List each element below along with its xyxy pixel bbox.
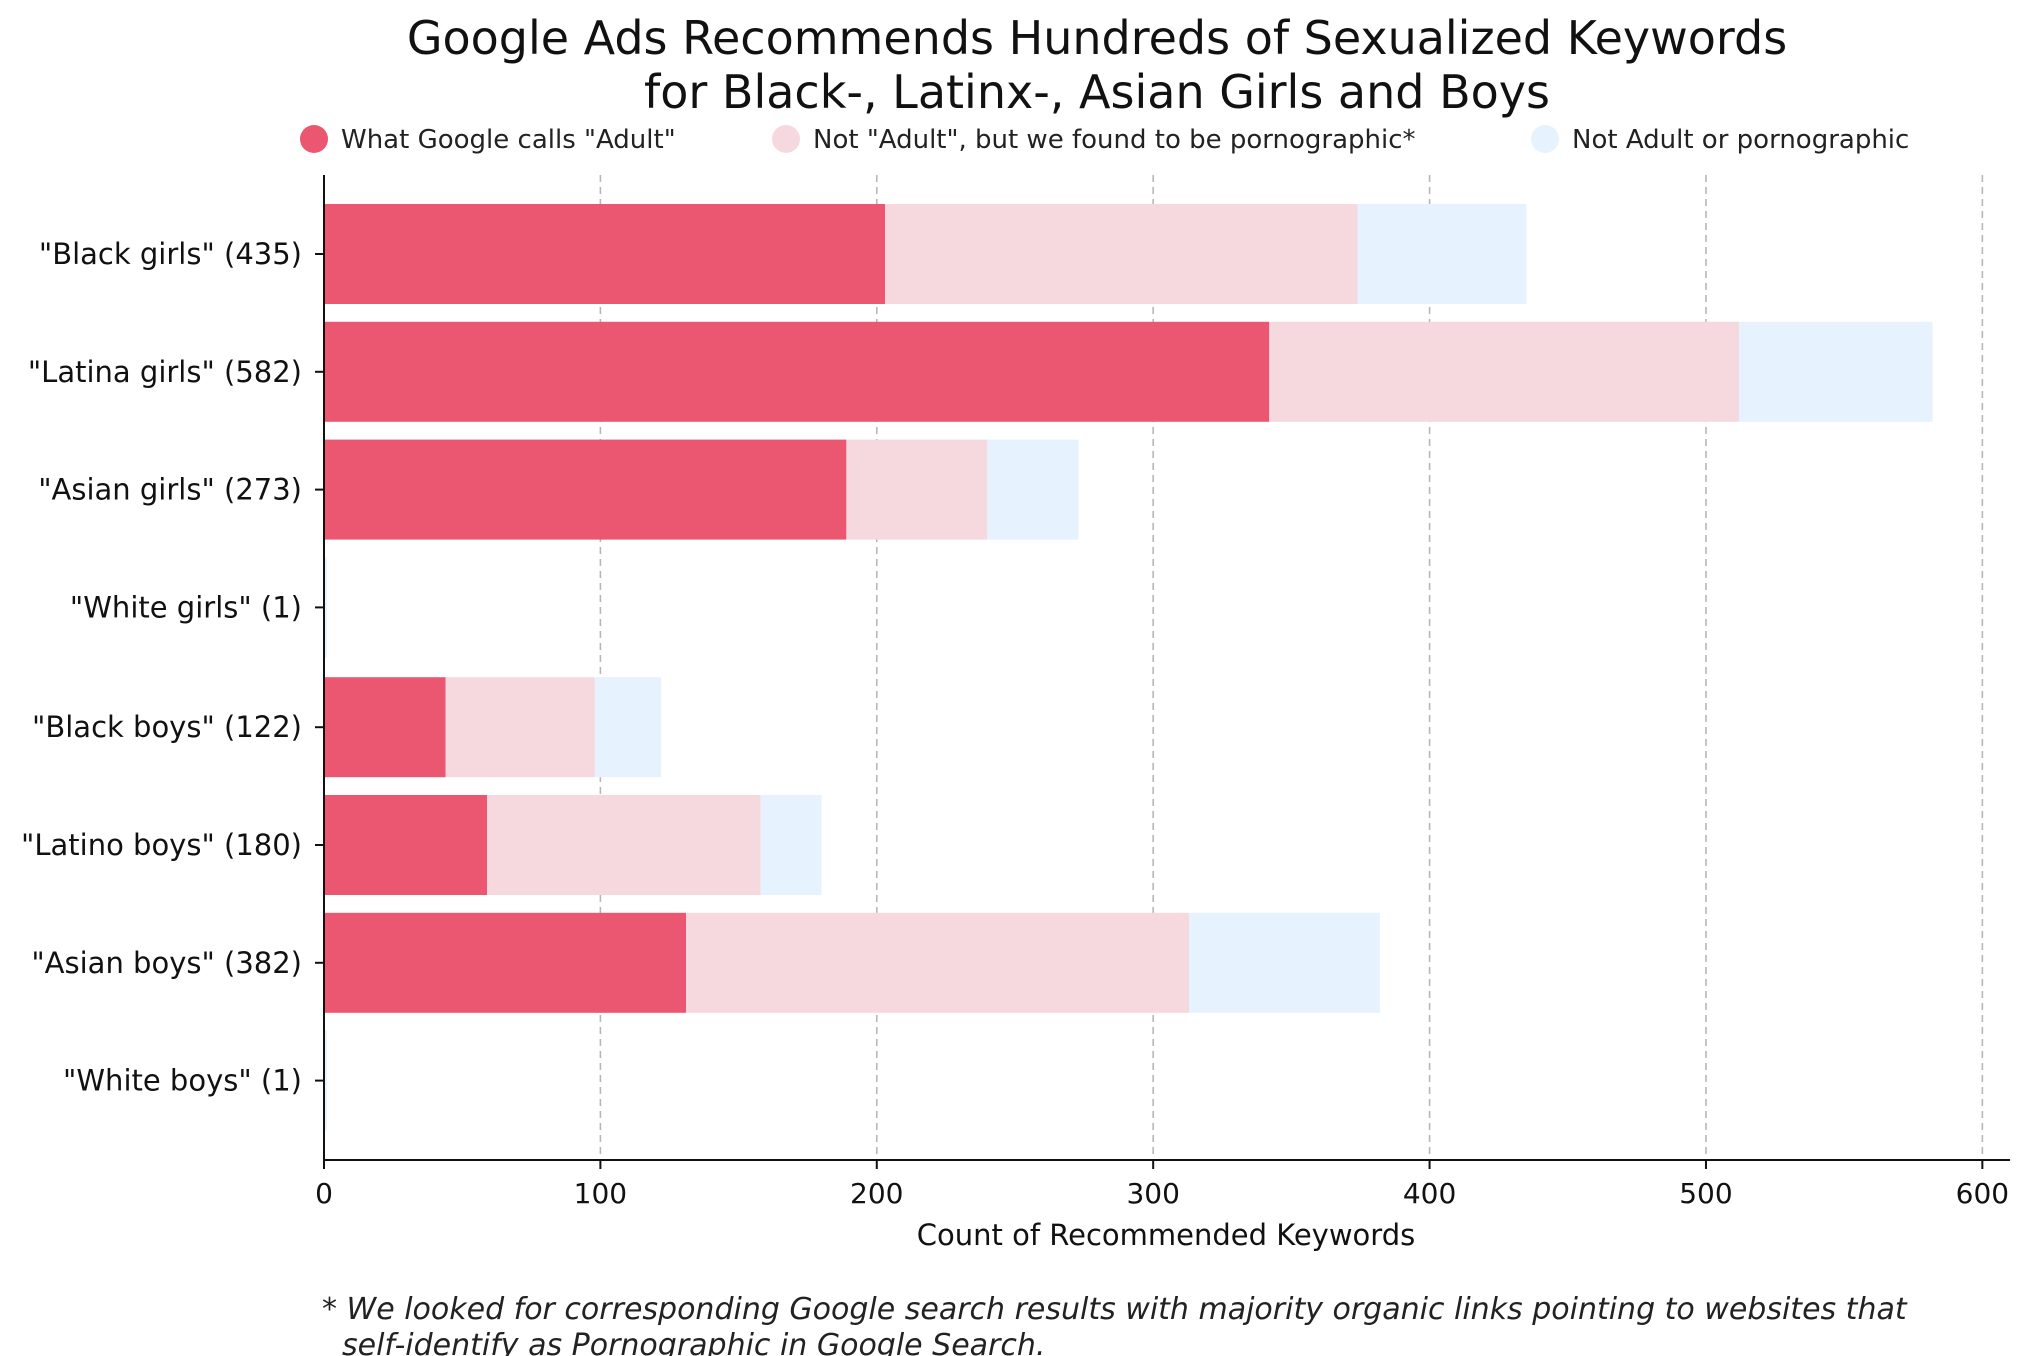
bar-segment (324, 677, 446, 778)
y-tick-label: "White girls" (1) (70, 590, 302, 624)
bar-segment (594, 677, 662, 778)
x-tick-label: 100 (574, 1177, 627, 1210)
bar-segment (885, 204, 1358, 304)
bar-segment (324, 557, 327, 658)
bar-segment (324, 912, 687, 1013)
x-tick-label: 500 (1679, 1177, 1732, 1210)
bar-segment (1357, 204, 1527, 304)
y-tick-label: "Asian boys" (382) (31, 946, 302, 980)
bar-segment (324, 795, 488, 895)
x-tick-label: 300 (1126, 1177, 1179, 1210)
bar-segment (324, 321, 1270, 422)
y-tick-label: "Black boys" (122) (32, 710, 302, 744)
y-tick-labels: "Black girls" (435) "Latina girls" (582) "… (21, 237, 324, 1098)
y-tick-label: "White boys" (1) (63, 1064, 302, 1098)
legend-item: Not "Adult", but we found to be pornogra… (772, 125, 1416, 155)
y-tick-label: "Black girls" (435) (39, 237, 302, 271)
chart-title: Google Ads Recommends Hundreds of Sexual… (407, 11, 1787, 119)
chart-title-line-2: for Black-, Latinx-, Asian Girls and Boy… (644, 65, 1550, 119)
x-tick-label: 600 (1956, 1177, 2009, 1210)
bar-segment (1269, 321, 1740, 422)
x-tick-labels: 0 100 200 300 400 500 600 (315, 1160, 2009, 1210)
legend-marker (1531, 125, 1559, 153)
bar-segment (846, 439, 988, 540)
legend-marker (772, 125, 800, 153)
legend-label: Not "Adult", but we found to be pornogra… (813, 125, 1416, 155)
bar-segment (1189, 912, 1380, 1013)
legend: What Google calls "Adult" Not "Adult", bu… (300, 125, 1909, 155)
chart-title-line-1: Google Ads Recommends Hundreds of Sexual… (407, 11, 1787, 65)
bar-segment (760, 795, 822, 895)
bar-segment (487, 795, 761, 895)
bar-segment (987, 439, 1079, 540)
bar-segment (324, 204, 886, 304)
y-tick-label: "Latina girls" (582) (28, 355, 302, 389)
legend-label: What Google calls "Adult" (341, 125, 676, 155)
y-tick-label: "Latino boys" (180) (21, 828, 302, 862)
footnote-line-2: self-identify as Pornographic in Google … (342, 1328, 1045, 1356)
legend-label: Not Adult or pornographic (1572, 125, 1909, 155)
bar-segment (324, 1030, 327, 1131)
x-axis-label: Count of Recommended Keywords (917, 1218, 1415, 1252)
legend-marker (300, 125, 328, 153)
legend-item: Not Adult or pornographic (1531, 125, 1909, 155)
footnote-line-1: * We looked for corresponding Google sea… (322, 1292, 1908, 1327)
footnote: * We looked for corresponding Google sea… (322, 1292, 1908, 1356)
bar-segment (1739, 321, 1933, 422)
bar-segment (445, 677, 595, 778)
x-tick-label: 0 (315, 1177, 333, 1210)
bars (324, 204, 1933, 1131)
x-tick-label: 400 (1403, 1177, 1456, 1210)
bar-segment (324, 439, 847, 540)
legend-item: What Google calls "Adult" (300, 125, 676, 155)
x-tick-label: 200 (850, 1177, 903, 1210)
y-tick-label: "Asian girls" (273) (38, 473, 302, 507)
axes (323, 175, 2010, 1161)
bar-segment (686, 912, 1190, 1013)
